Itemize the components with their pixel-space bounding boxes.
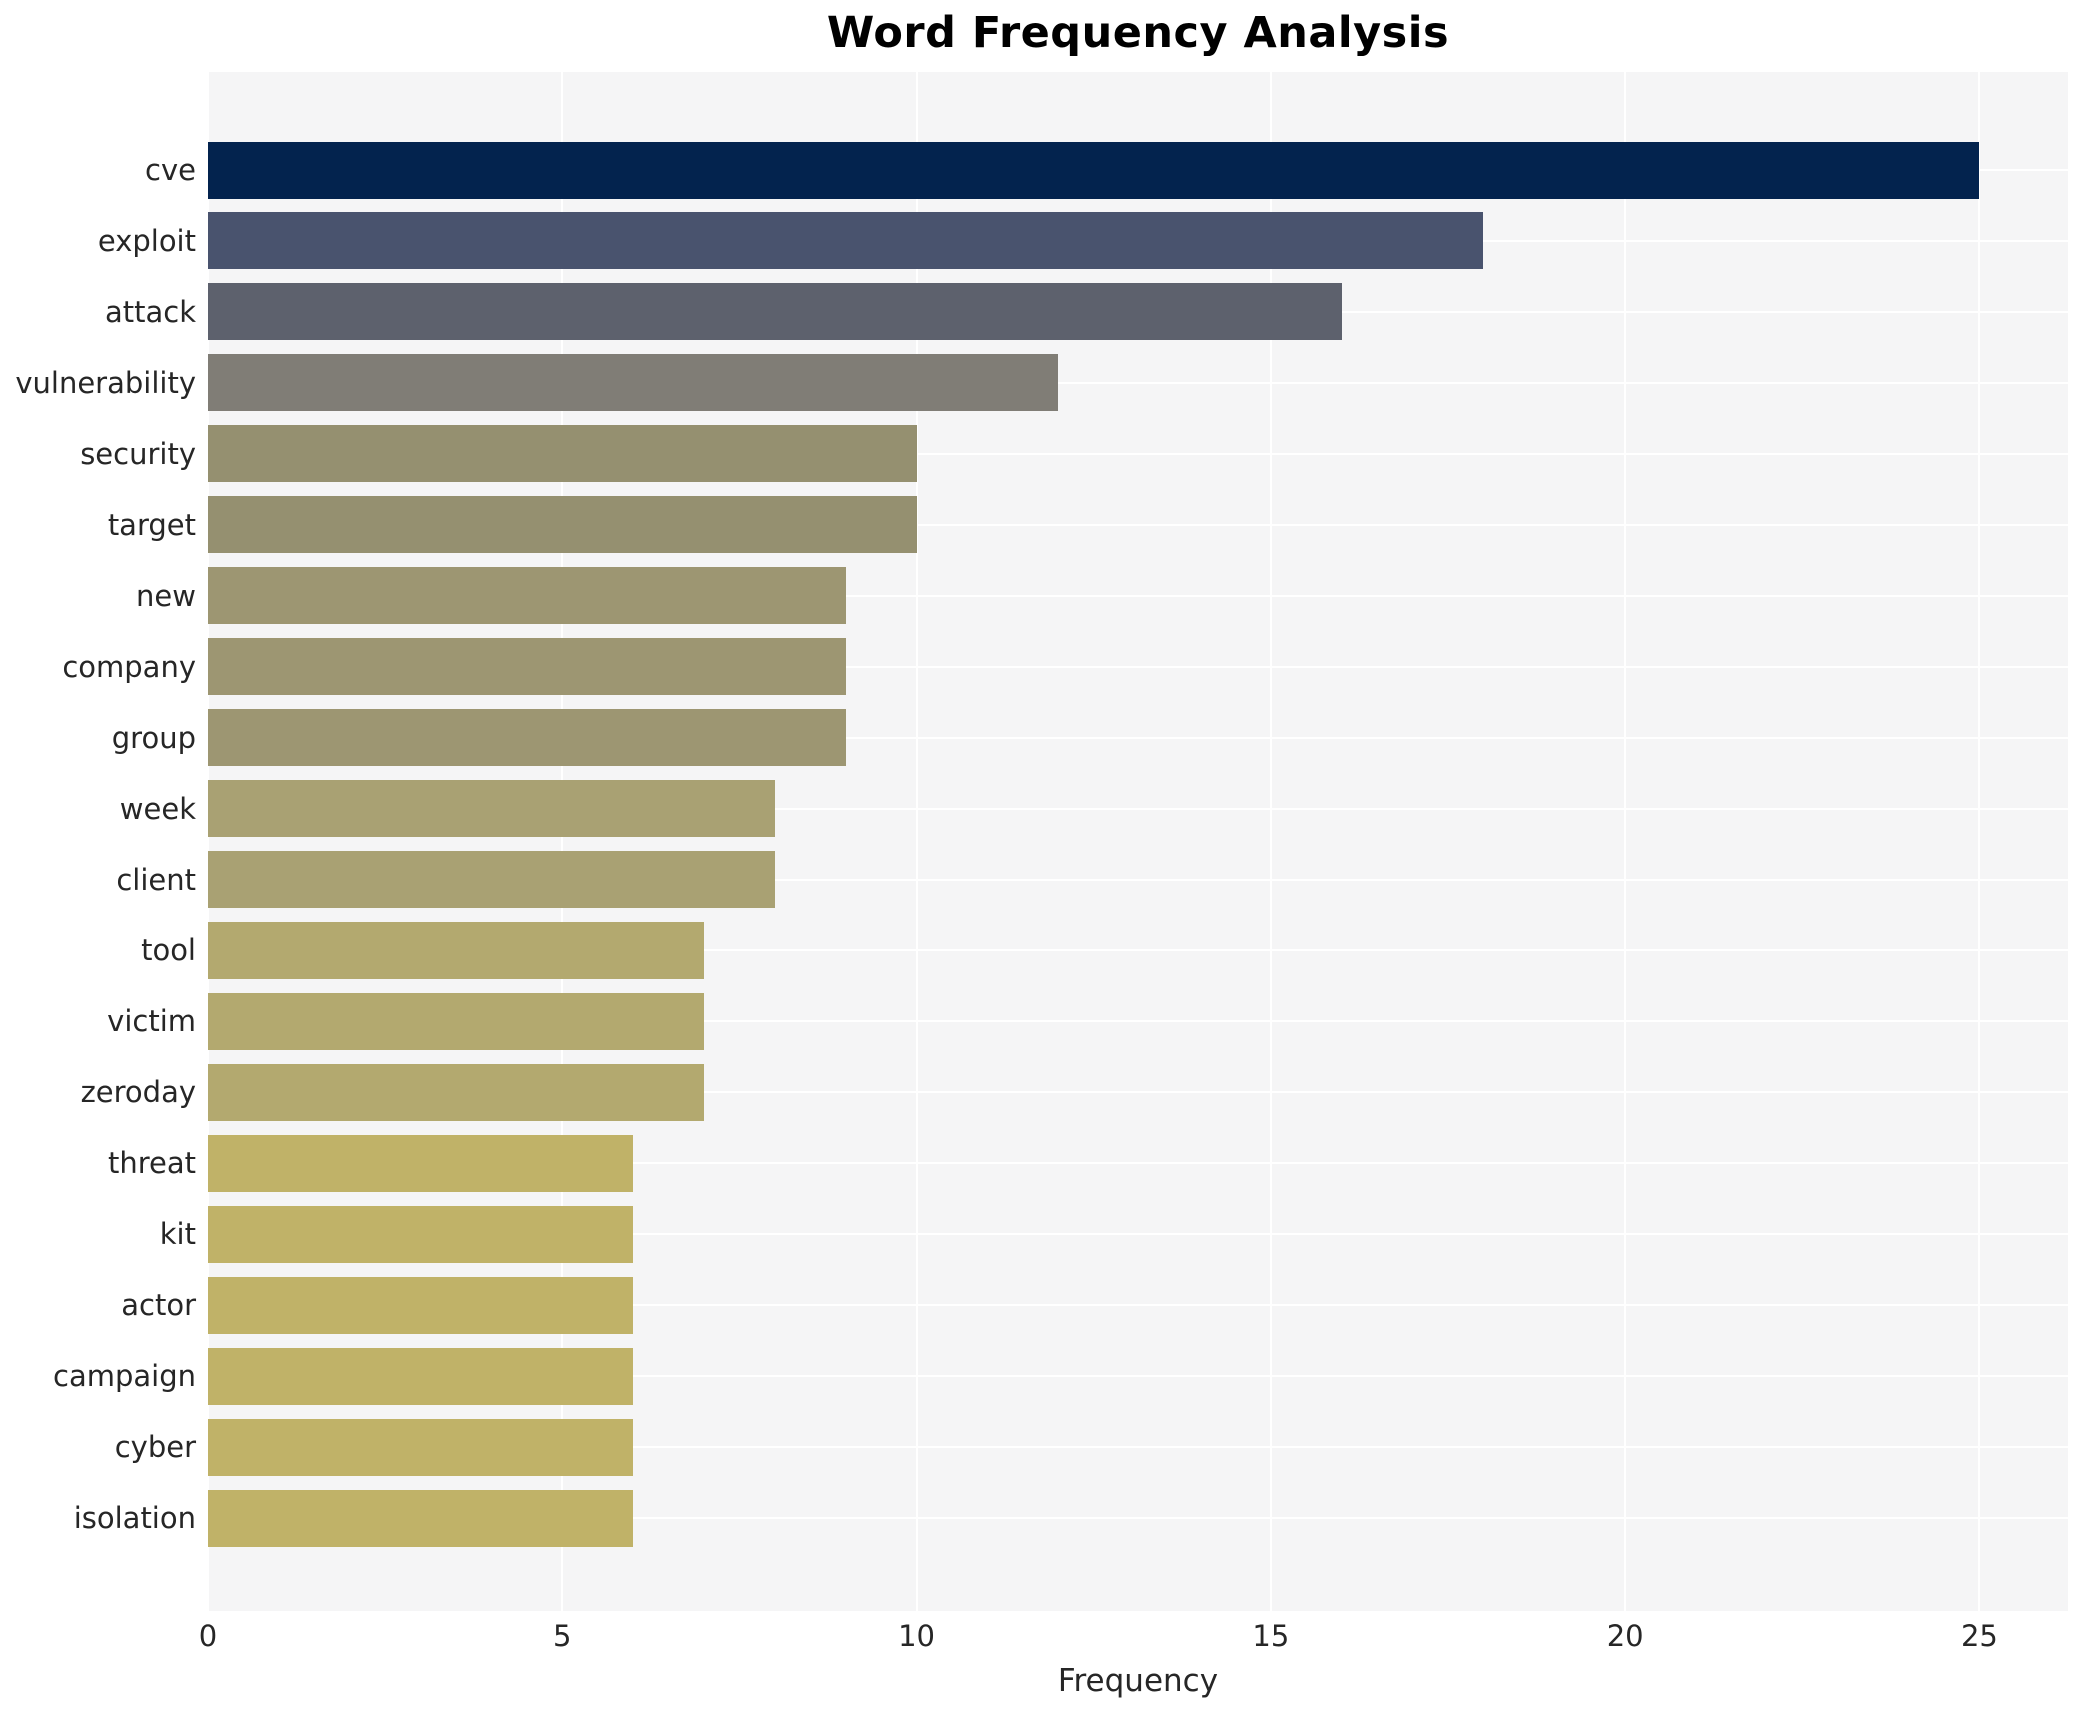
bar-vulnerability (208, 354, 1059, 412)
y-tick-label-group: group (111, 720, 196, 755)
y-gridline-campaign (208, 1375, 2068, 1378)
y-tick-label-new: new (136, 578, 196, 613)
x-tick-label-10: 10 (898, 1619, 936, 1653)
bar-target (208, 496, 917, 554)
y-tick-label-company: company (62, 649, 196, 684)
y-gridline-threat (208, 1162, 2068, 1165)
bar-client (208, 851, 775, 908)
y-gridline-actor (208, 1304, 2068, 1307)
y-tick-label-campaign: campaign (53, 1359, 196, 1394)
x-gridline-20 (1624, 72, 1627, 1611)
y-gridline-tool (208, 949, 2068, 952)
bar-attack (208, 283, 1342, 341)
bar-new (208, 567, 846, 625)
y-tick-label-target: target (107, 507, 196, 542)
bar-exploit (208, 212, 1484, 270)
bar-zeroday (208, 1063, 704, 1121)
y-tick-label-threat: threat (107, 1146, 196, 1181)
y-tick-label-week: week (119, 791, 196, 826)
y-gridline-vulnerability (208, 381, 2068, 384)
x-gridline-25 (1978, 72, 1981, 1611)
y-tick-label-client: client (116, 862, 196, 897)
y-gridline-isolation (208, 1517, 2068, 1520)
y-tick-label-isolation: isolation (73, 1501, 196, 1536)
bar-threat (208, 1134, 634, 1192)
y-tick-label-actor: actor (121, 1288, 196, 1323)
x-gridline-10 (915, 72, 918, 1611)
y-tick-label-vulnerability: vulnerability (15, 365, 196, 400)
bar-victim (208, 992, 704, 1050)
y-gridline-target (208, 523, 2068, 526)
x-tick-label-20: 20 (1606, 1619, 1644, 1653)
y-tick-label-security: security (80, 436, 196, 471)
y-gridline-zeroday (208, 1091, 2068, 1094)
y-gridline-week (208, 807, 2068, 810)
y-tick-label-exploit: exploit (97, 223, 196, 258)
plot-area (207, 72, 2068, 1611)
bar-security (208, 425, 917, 483)
x-gridline-15 (1269, 72, 1272, 1611)
bar-campaign (208, 1347, 634, 1405)
y-tick-label-cve: cve (145, 153, 196, 187)
bar-cve (208, 141, 1980, 199)
x-tick-label-0: 0 (198, 1619, 218, 1653)
x-tick-label-25: 25 (1960, 1619, 1998, 1653)
y-tick-label-victim: victim (107, 1004, 196, 1039)
x-gridline-5 (561, 72, 564, 1611)
y-gridline-kit (208, 1233, 2068, 1236)
bar-group (208, 709, 846, 767)
y-gridline-new (208, 594, 2068, 597)
y-tick-label-zeroday: zeroday (80, 1075, 196, 1110)
bar-kit (208, 1205, 634, 1263)
bar-cyber (208, 1418, 634, 1476)
x-tick-label-5: 5 (553, 1619, 572, 1653)
chart-title: Word Frequency Analysis (826, 8, 1450, 58)
bar-actor (208, 1276, 634, 1334)
y-gridline-cyber (208, 1446, 2068, 1449)
y-tick-label-tool: tool (141, 933, 196, 968)
y-gridline-client (208, 878, 2068, 881)
x-gridline-0 (207, 72, 209, 1611)
bar-company (208, 638, 846, 696)
y-tick-label-kit: kit (159, 1217, 196, 1252)
y-gridline-group (208, 736, 2068, 739)
y-gridline-victim (208, 1020, 2068, 1023)
x-tick-label-15: 15 (1252, 1619, 1290, 1653)
bar-isolation (208, 1489, 634, 1547)
y-gridline-security (208, 452, 2068, 455)
y-tick-label-attack: attack (104, 294, 196, 329)
y-gridline-company (208, 665, 2068, 668)
bar-tool (208, 921, 704, 979)
bar-week (208, 780, 775, 838)
x-axis-title: Frequency (1057, 1663, 1219, 1699)
y-tick-label-cyber: cyber (114, 1430, 196, 1465)
